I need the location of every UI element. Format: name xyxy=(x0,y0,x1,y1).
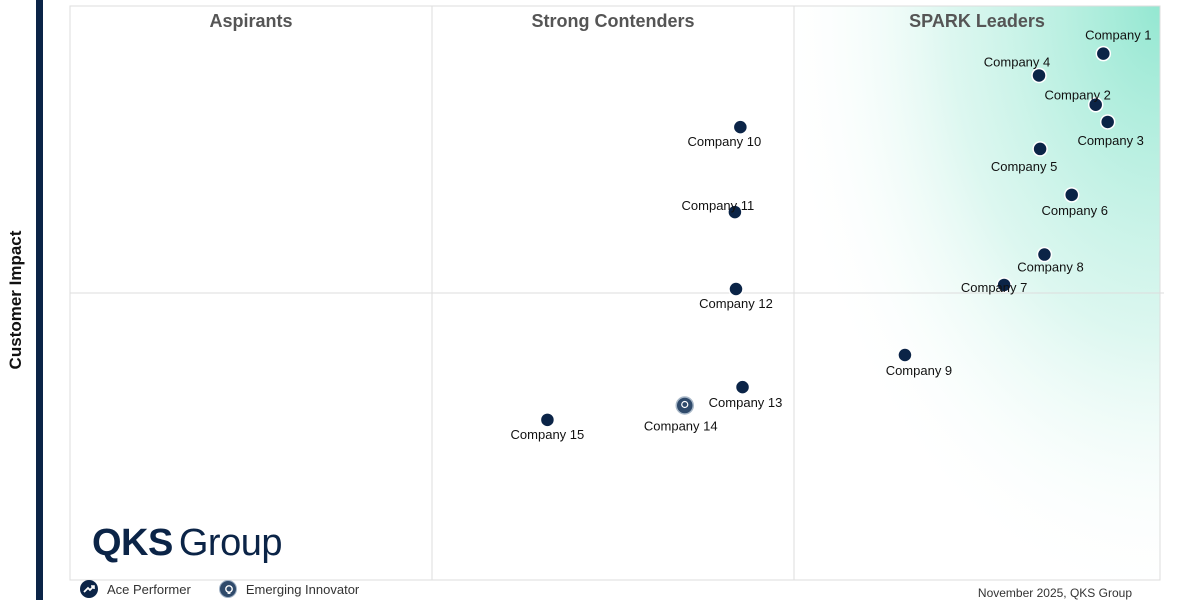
ace-performer-marker xyxy=(1031,67,1047,84)
ace-performer-marker xyxy=(728,281,744,297)
ace-performer-marker xyxy=(1063,187,1080,203)
trending-up-icon xyxy=(80,580,98,598)
data-label: Company 3 xyxy=(1077,133,1143,148)
ace-performer-marker xyxy=(1099,114,1116,130)
footer-date-source: November 2025, QKS Group xyxy=(977,586,1132,600)
data-label: Company 12 xyxy=(699,296,773,311)
logo-light-text: Group xyxy=(178,522,283,564)
data-label: Company 4 xyxy=(984,54,1050,69)
emerging-innovator-marker xyxy=(675,396,695,415)
lightbulb-icon xyxy=(218,580,237,598)
ace-performer-marker xyxy=(734,379,751,395)
ace-performer-marker xyxy=(1036,246,1053,263)
data-label: Company 6 xyxy=(1041,203,1107,218)
legend-item-ace: Ace Performer xyxy=(80,580,191,598)
data-point: Company 3 xyxy=(1077,114,1144,148)
data-label: Company 11 xyxy=(682,198,755,213)
data-point: Company 15 xyxy=(511,412,585,442)
data-label: Company 13 xyxy=(709,395,783,410)
ace-performer-marker xyxy=(732,119,749,135)
y-axis-title: Customer Impact xyxy=(6,230,25,370)
legend-label-ace: Ace Performer xyxy=(107,581,191,597)
data-point: Company 8 xyxy=(1017,246,1084,275)
qks-group-logo: QKS Group xyxy=(92,522,282,565)
data-point: Company 5 xyxy=(991,141,1057,174)
quadrant-title-spark-leaders: SPARK Leaders xyxy=(909,11,1045,31)
data-point: Company 1 xyxy=(1085,28,1152,62)
data-point: Company 2 xyxy=(1044,88,1111,113)
quadrant-title-strong-contenders: Strong Contenders xyxy=(531,11,694,31)
ace-performer-marker xyxy=(727,204,743,220)
logo-bold-text: QKS xyxy=(92,522,173,564)
quadrant-titles: Aspirants Strong Contenders SPARK Leaders xyxy=(209,11,1044,31)
data-label: Company 9 xyxy=(886,363,952,378)
data-point: Company 14 xyxy=(644,396,718,434)
data-label: Company 2 xyxy=(1044,88,1110,103)
legend-item-emerging: Emerging Innovator xyxy=(218,580,360,598)
ace-performer-marker xyxy=(1032,141,1048,157)
left-accent-bar xyxy=(36,0,43,600)
data-point: Company 13 xyxy=(709,379,783,410)
ace-performer-marker xyxy=(897,347,913,363)
quadrant-title-aspirants: Aspirants xyxy=(209,11,292,31)
ace-performer-marker xyxy=(1095,45,1112,62)
data-label: Company 10 xyxy=(687,134,761,149)
data-label: Company 15 xyxy=(511,427,585,442)
data-label: Company 8 xyxy=(1017,260,1083,275)
data-point: Company 12 xyxy=(699,281,773,311)
ace-performer-marker xyxy=(996,277,1012,293)
data-point: Company 6 xyxy=(1041,187,1108,218)
data-point: Company 10 xyxy=(687,119,761,149)
data-point: Company 4 xyxy=(984,54,1050,84)
data-point: Company 9 xyxy=(886,347,952,378)
data-label: Company 5 xyxy=(991,159,1057,174)
data-label: Company 7 xyxy=(961,280,1027,295)
ace-performer-marker xyxy=(539,412,556,428)
lightbulb-icon xyxy=(681,400,689,409)
data-point: Company 7 xyxy=(961,277,1027,295)
data-label: Company 14 xyxy=(644,419,718,434)
data-label: Company 1 xyxy=(1085,28,1151,43)
legend-label-emerging: Emerging Innovator xyxy=(245,581,360,597)
ace-performer-marker xyxy=(1087,96,1104,113)
legend: Ace Performer Emerging Innovator xyxy=(80,580,387,598)
chart-grid xyxy=(69,5,1164,581)
data-points: Company 1 Company 2 Company 3 Company 4 Comp… xyxy=(511,28,1152,442)
data-point: Company 11 xyxy=(682,198,755,220)
